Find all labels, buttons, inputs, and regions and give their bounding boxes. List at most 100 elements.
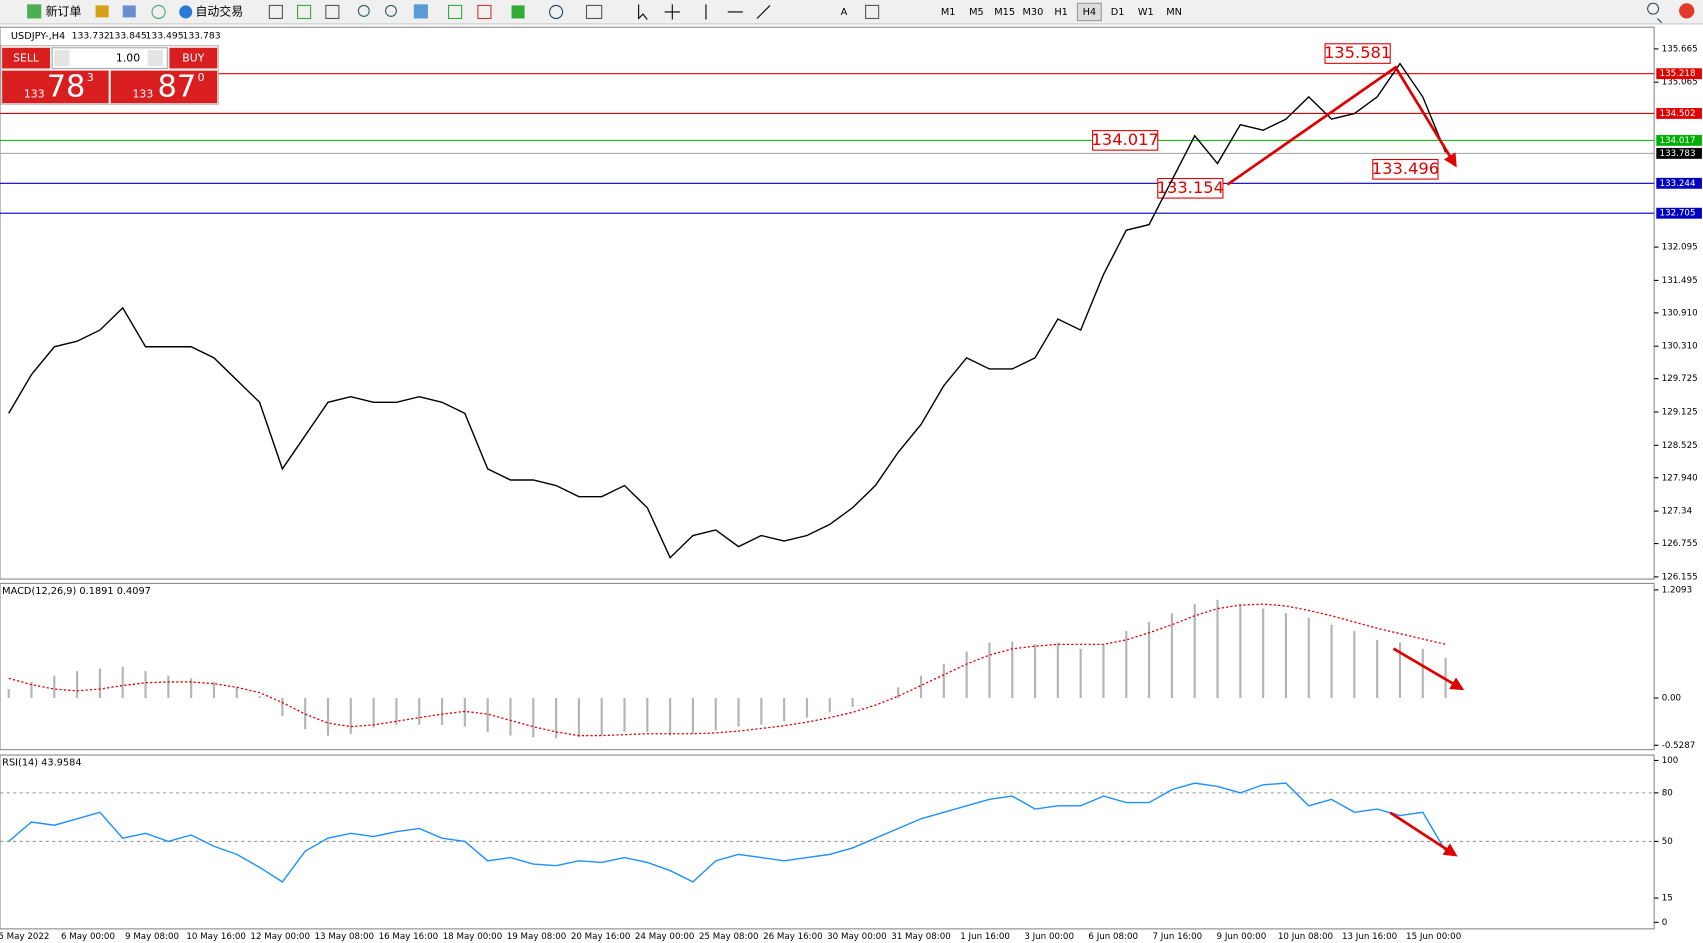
sell-big-figure[interactable]: 133	[24, 88, 45, 101]
icon[interactable]	[511, 5, 525, 19]
x-tick-label: 3 Jun 00:00	[1024, 932, 1074, 942]
icon[interactable]	[705, 4, 771, 20]
icon[interactable]	[865, 4, 880, 20]
buy-pips[interactable]: 87	[157, 69, 196, 104]
buy-fraction[interactable]: 0	[198, 71, 205, 84]
x-tick-label: 9 Jun 00:00	[1217, 932, 1267, 942]
x-tick-label: 10 Jun 08:00	[1278, 932, 1333, 942]
price-level-tag	[1656, 147, 1702, 159]
tool-icons: A	[268, 2, 1695, 24]
y-tick-label: -0.5287	[1662, 741, 1696, 751]
toolbar	[0, 0, 1703, 24]
x-tick-label: 25 May 08:00	[699, 932, 759, 942]
buy-big-figure[interactable]: 133	[133, 88, 154, 101]
timeframe[interactable]: W1	[1138, 7, 1154, 18]
y-tick-label: 129.725	[1662, 374, 1698, 384]
y-tick-label: 127.34	[1662, 507, 1693, 517]
y-tick-label: 135.065	[1662, 78, 1698, 88]
timeframe[interactable]: M5	[969, 7, 984, 18]
price-level-tag	[1656, 134, 1702, 146]
x-tick-label: 19 May 08:00	[507, 932, 567, 942]
icon[interactable]	[122, 5, 136, 18]
icon[interactable]	[95, 5, 109, 18]
icon[interactable]	[325, 4, 340, 20]
lots-input[interactable]	[51, 47, 168, 69]
y-tick-label: 100	[1662, 756, 1679, 766]
price-level-tag	[1656, 68, 1702, 80]
y-tick-label: 15	[1662, 894, 1673, 904]
icon[interactable]	[448, 4, 463, 20]
sell-price-box[interactable]	[2, 70, 109, 104]
macd-pane: 1.2093 0.00 -0.5287	[0, 582, 1696, 751]
active-timeframe	[1076, 2, 1102, 22]
y-tick-label: 131.495	[1662, 276, 1698, 286]
icon[interactable]	[151, 4, 166, 20]
signal-line	[8, 603, 1446, 737]
price-level-label: 133.783	[1660, 149, 1696, 159]
lots[interactable]: 1.00	[116, 52, 140, 65]
icon[interactable]	[585, 4, 603, 20]
timeframe[interactable]: M1	[941, 7, 956, 18]
sell-button[interactable]	[2, 47, 50, 69]
main-chart: 135.665 135.065 132.095 131.495 130.910 130.3…	[0, 26, 1702, 582]
price-level-label: 132.705	[1660, 209, 1696, 219]
timeframe[interactable]: D1	[1111, 7, 1125, 18]
notification-icon[interactable]	[1679, 3, 1695, 19]
new-order-icon[interactable]	[27, 4, 42, 19]
timeframe[interactable]: MN	[1166, 7, 1182, 18]
lots-up[interactable]	[147, 49, 163, 67]
x-tick-label: 20 May 16:00	[571, 932, 631, 942]
icon[interactable]	[638, 4, 648, 20]
icon[interactable]	[268, 4, 283, 20]
trade-panel: SELL 1.00 BUY 133 78 3 133 87 0	[0, 45, 219, 105]
price-level-tag	[1656, 177, 1702, 189]
x-tick-label: 9 May 08:00	[125, 932, 179, 942]
x-tick-label: 18 May 00:00	[443, 932, 503, 942]
new-order[interactable]: 新订单	[46, 3, 82, 18]
auto-trading[interactable]: 自动交易	[195, 3, 243, 18]
price-level-tag	[1656, 108, 1702, 119]
x-tick-label: 31 May 08:00	[891, 932, 951, 942]
x-tick-label: 6 Jun 08:00	[1088, 932, 1138, 942]
y-tick-label: 128.525	[1662, 441, 1698, 451]
icon[interactable]	[664, 4, 680, 20]
icon[interactable]	[297, 4, 312, 20]
sell-pips[interactable]: 78	[47, 69, 86, 104]
ohlc-value: 133.845	[109, 30, 147, 41]
annotation: 135.581	[1324, 43, 1391, 62]
series-line	[8, 782, 1447, 883]
x-tick-label: 6 May 00:00	[61, 932, 115, 942]
annotation-box	[1092, 130, 1159, 151]
annotation: 133.496	[1372, 159, 1439, 178]
timeframe[interactable]: M30	[1022, 7, 1043, 18]
timeframe[interactable]: H1	[1054, 7, 1068, 18]
y-tick-label: 1.2093	[1662, 585, 1692, 595]
buy-label[interactable]: BUY	[182, 52, 204, 65]
x-tick-label: 10 May 16:00	[186, 932, 246, 942]
icon[interactable]	[413, 4, 428, 19]
y-tick-label: 50	[1662, 837, 1673, 847]
y-tick-label: 135.665	[1662, 44, 1698, 54]
trend-arrow	[1226, 65, 1457, 186]
rsi-pane: 100 80 50 15 0	[0, 754, 1679, 930]
timeframe[interactable]: H4	[1083, 7, 1097, 18]
icon[interactable]: A	[841, 7, 848, 18]
buy-price-box[interactable]	[110, 70, 218, 104]
buy-button[interactable]	[169, 47, 218, 69]
icon[interactable]	[477, 4, 492, 20]
sell-fraction[interactable]: 3	[87, 71, 94, 84]
arrows	[1226, 65, 1465, 857]
lots-down[interactable]	[54, 49, 70, 67]
price-level-tag	[1656, 207, 1702, 219]
x-tick-label: 24 May 00:00	[635, 932, 695, 942]
search-icon[interactable]	[1647, 2, 1663, 24]
timeframe[interactable]: M15	[994, 7, 1015, 18]
annotation-box	[1324, 43, 1391, 64]
annotation: 134.017	[1092, 130, 1159, 149]
icon[interactable]	[549, 4, 564, 20]
auto-trading-icon[interactable]	[179, 5, 193, 19]
icon[interactable]	[357, 4, 370, 17]
sell-label[interactable]: SELL	[13, 52, 39, 65]
icon[interactable]	[385, 4, 397, 17]
